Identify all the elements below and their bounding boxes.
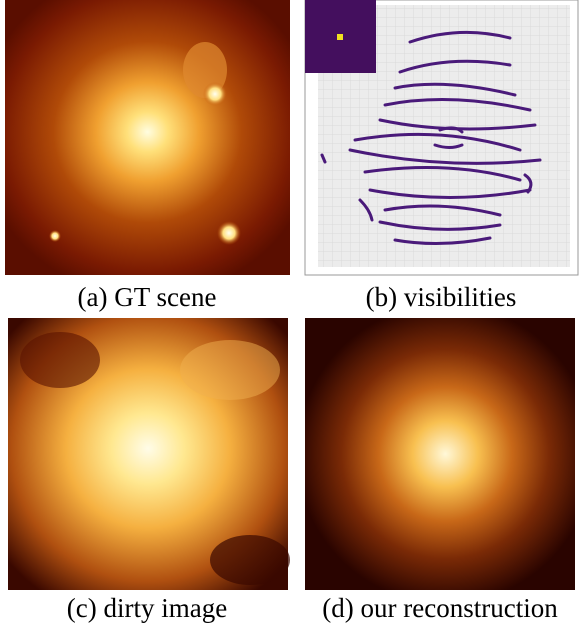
reconstruction bbox=[305, 318, 575, 590]
caption: (b) visibilities bbox=[366, 282, 517, 312]
caption: (a) GT scene bbox=[78, 282, 217, 312]
dirty-image bbox=[8, 318, 290, 590]
figure: (a) GT scene (b) visibilities (c) dirty … bbox=[0, 0, 581, 628]
caption: (d) our reconstruction bbox=[322, 593, 558, 623]
page: (a) GT scene (b) visibilities (c) dirty … bbox=[0, 0, 581, 628]
visibilities bbox=[305, 0, 578, 275]
gt-scene bbox=[5, 0, 290, 275]
caption: (c) dirty image bbox=[67, 593, 227, 623]
